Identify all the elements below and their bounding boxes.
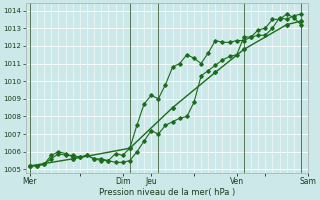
X-axis label: Pression niveau de la mer( hPa ): Pression niveau de la mer( hPa ) [99, 188, 235, 197]
